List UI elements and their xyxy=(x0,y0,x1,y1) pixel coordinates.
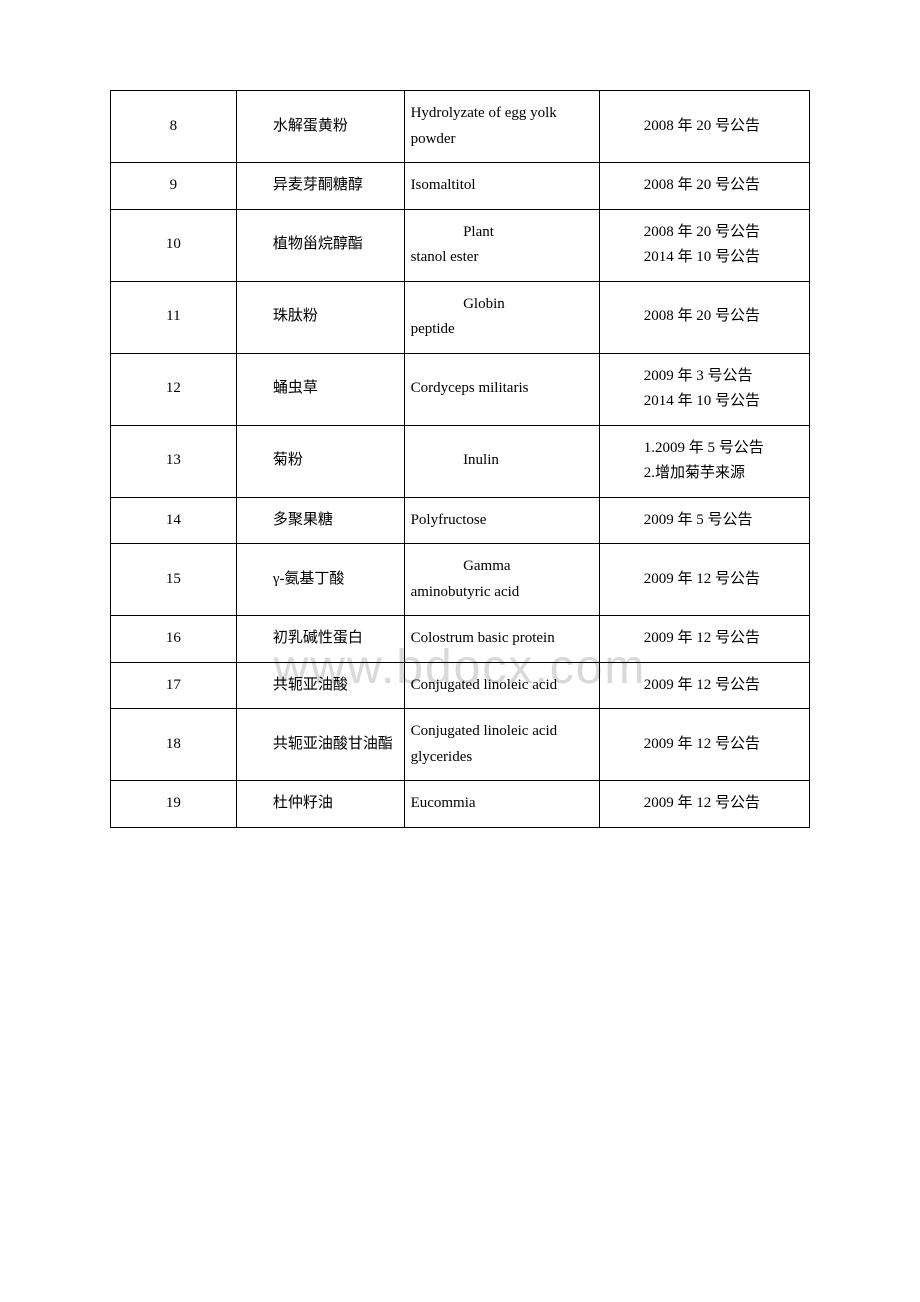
table-row: 18 共轭亚油酸甘油酯 Conjugated linoleic acid gly… xyxy=(111,709,810,781)
table-row: 13 菊粉 Inulin 1.2009 年 5 号公告2.增加菊芋来源 xyxy=(111,425,810,497)
table-row: 17 共轭亚油酸 Conjugated linoleic acid 2009 年… xyxy=(111,662,810,709)
announcement-note: 2009 年 12 号公告 xyxy=(600,616,810,663)
english-name: Conjugated linoleic acid xyxy=(404,662,600,709)
table-row: 9 异麦芽酮糖醇 Isomaltitol 2008 年 20 号公告 xyxy=(111,163,810,210)
english-name: Inulin xyxy=(404,425,600,497)
announcement-note: 2009 年 12 号公告 xyxy=(600,662,810,709)
row-number: 17 xyxy=(111,662,237,709)
table-row: 11 珠肽粉 Globinpeptide 2008 年 20 号公告 xyxy=(111,281,810,353)
row-number: 15 xyxy=(111,544,237,616)
chinese-name: 蛹虫草 xyxy=(236,353,404,425)
english-name: Plantstanol ester xyxy=(404,209,600,281)
chinese-name: 异麦芽酮糖醇 xyxy=(236,163,404,210)
row-number: 8 xyxy=(111,91,237,163)
english-name: Conjugated linoleic acid glycerides xyxy=(404,709,600,781)
row-number: 16 xyxy=(111,616,237,663)
announcement-note: 2008 年 20 号公告2014 年 10 号公告 xyxy=(600,209,810,281)
chinese-name: 杜仲籽油 xyxy=(236,781,404,828)
english-name: Globinpeptide xyxy=(404,281,600,353)
table-body: 8 水解蛋黄粉 Hydrolyzate of egg yolk powder 2… xyxy=(111,91,810,828)
table-row: 10 植物甾烷醇酯 Plantstanol ester 2008 年 20 号公… xyxy=(111,209,810,281)
table-row: 12 蛹虫草 Cordyceps militaris 2009 年 3 号公告2… xyxy=(111,353,810,425)
chinese-name: γ-氨基丁酸 xyxy=(236,544,404,616)
row-number: 18 xyxy=(111,709,237,781)
english-name: Colostrum basic protein xyxy=(404,616,600,663)
table-row: 15 γ-氨基丁酸 Gammaaminobutyric acid 2009 年 … xyxy=(111,544,810,616)
english-name: Polyfructose xyxy=(404,497,600,544)
announcement-note: 2008 年 20 号公告 xyxy=(600,163,810,210)
announcement-note: 2009 年 12 号公告 xyxy=(600,544,810,616)
table-row: 16 初乳碱性蛋白 Colostrum basic protein 2009 年… xyxy=(111,616,810,663)
chinese-name: 水解蛋黄粉 xyxy=(236,91,404,163)
announcement-note: 2008 年 20 号公告 xyxy=(600,91,810,163)
row-number: 12 xyxy=(111,353,237,425)
english-name: Eucommia xyxy=(404,781,600,828)
english-name: Hydrolyzate of egg yolk powder xyxy=(404,91,600,163)
table-row: 14 多聚果糖 Polyfructose 2009 年 5 号公告 xyxy=(111,497,810,544)
announcement-note: 2009 年 5 号公告 xyxy=(600,497,810,544)
chinese-name: 共轭亚油酸 xyxy=(236,662,404,709)
english-name: Isomaltitol xyxy=(404,163,600,210)
announcement-note: 2009 年 3 号公告2014 年 10 号公告 xyxy=(600,353,810,425)
chinese-name: 菊粉 xyxy=(236,425,404,497)
chinese-name: 多聚果糖 xyxy=(236,497,404,544)
table-row: 8 水解蛋黄粉 Hydrolyzate of egg yolk powder 2… xyxy=(111,91,810,163)
announcement-note: 2009 年 12 号公告 xyxy=(600,709,810,781)
announcement-note: 1.2009 年 5 号公告2.增加菊芋来源 xyxy=(600,425,810,497)
english-name: Gammaaminobutyric acid xyxy=(404,544,600,616)
announcement-note: 2008 年 20 号公告 xyxy=(600,281,810,353)
row-number: 9 xyxy=(111,163,237,210)
row-number: 13 xyxy=(111,425,237,497)
chinese-name: 共轭亚油酸甘油酯 xyxy=(236,709,404,781)
table-row: 19 杜仲籽油 Eucommia 2009 年 12 号公告 xyxy=(111,781,810,828)
row-number: 11 xyxy=(111,281,237,353)
row-number: 14 xyxy=(111,497,237,544)
data-table: 8 水解蛋黄粉 Hydrolyzate of egg yolk powder 2… xyxy=(110,90,810,828)
english-name: Cordyceps militaris xyxy=(404,353,600,425)
announcement-note: 2009 年 12 号公告 xyxy=(600,781,810,828)
row-number: 19 xyxy=(111,781,237,828)
chinese-name: 植物甾烷醇酯 xyxy=(236,209,404,281)
chinese-name: 珠肽粉 xyxy=(236,281,404,353)
chinese-name: 初乳碱性蛋白 xyxy=(236,616,404,663)
row-number: 10 xyxy=(111,209,237,281)
